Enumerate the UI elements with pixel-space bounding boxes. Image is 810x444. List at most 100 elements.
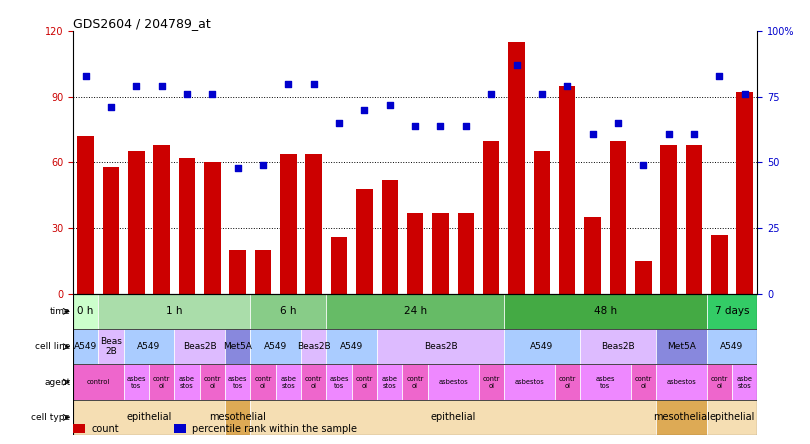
Bar — [73, 294, 98, 329]
Text: percentile rank within the sample: percentile rank within the sample — [193, 424, 357, 434]
Bar — [250, 365, 275, 400]
Point — [408, 122, 421, 129]
Text: contr
ol: contr ol — [254, 376, 271, 388]
Point — [181, 91, 194, 98]
Bar — [301, 329, 326, 365]
Point — [383, 101, 396, 108]
Bar — [73, 400, 225, 435]
Text: cell type: cell type — [32, 413, 70, 422]
Bar — [635, 261, 651, 294]
Bar — [174, 365, 199, 400]
Text: asbes
tos: asbes tos — [595, 376, 615, 388]
Bar — [555, 365, 580, 400]
Text: asbes
tos: asbes tos — [228, 376, 247, 388]
Text: A549: A549 — [264, 342, 288, 351]
Text: Beas2B: Beas2B — [297, 342, 330, 351]
Bar — [98, 294, 250, 329]
Bar — [174, 329, 225, 365]
Bar — [631, 365, 656, 400]
Text: 7 days: 7 days — [714, 306, 749, 317]
Bar — [504, 329, 580, 365]
Bar — [326, 329, 377, 365]
Bar — [706, 294, 757, 329]
Bar — [407, 213, 424, 294]
Point — [662, 130, 675, 137]
Bar — [580, 365, 631, 400]
Text: asbe
stos: asbe stos — [382, 376, 398, 388]
Bar — [225, 329, 250, 365]
Point — [307, 80, 320, 87]
Bar — [706, 400, 757, 435]
Point — [257, 162, 270, 169]
Text: epithelial: epithelial — [430, 412, 475, 422]
Text: Met5A: Met5A — [667, 342, 696, 351]
Point — [637, 162, 650, 169]
Text: contr
ol: contr ol — [634, 376, 652, 388]
Text: control: control — [87, 379, 110, 385]
Point — [688, 130, 701, 137]
Bar — [199, 365, 225, 400]
Text: contr
ol: contr ol — [203, 376, 221, 388]
Bar — [77, 136, 94, 294]
Bar — [377, 329, 504, 365]
Bar — [483, 140, 500, 294]
Bar — [250, 400, 656, 435]
Bar — [356, 189, 373, 294]
Point — [612, 119, 625, 127]
Bar — [174, 424, 186, 433]
Text: mesothelial: mesothelial — [209, 412, 266, 422]
Bar — [706, 329, 757, 365]
Bar — [428, 365, 479, 400]
Bar — [504, 365, 555, 400]
Bar — [98, 329, 124, 365]
Point — [104, 104, 117, 111]
Bar — [255, 250, 271, 294]
Text: 0 h: 0 h — [78, 306, 94, 317]
Text: Beas2B: Beas2B — [424, 342, 458, 351]
Point — [130, 83, 143, 90]
Bar — [559, 86, 575, 294]
Point — [333, 119, 346, 127]
Text: Beas2B: Beas2B — [601, 342, 635, 351]
Bar — [580, 329, 656, 365]
Bar — [73, 329, 98, 365]
Text: contr
ol: contr ol — [356, 376, 373, 388]
Point — [434, 122, 447, 129]
Bar — [305, 154, 322, 294]
Point — [231, 164, 244, 171]
Text: contr
ol: contr ol — [407, 376, 424, 388]
Bar — [504, 294, 706, 329]
Bar — [326, 365, 352, 400]
Bar — [301, 365, 326, 400]
Bar — [73, 424, 85, 433]
Text: GDS2604 / 204789_at: GDS2604 / 204789_at — [73, 17, 211, 30]
Bar — [153, 145, 170, 294]
Text: asbe
stos: asbe stos — [179, 376, 195, 388]
Point — [586, 130, 599, 137]
Text: A549: A549 — [531, 342, 553, 351]
Text: asbe
stos: asbe stos — [280, 376, 296, 388]
Bar — [326, 294, 504, 329]
Text: mesothelial: mesothelial — [653, 412, 710, 422]
Text: asbestos: asbestos — [438, 379, 468, 385]
Bar — [534, 151, 550, 294]
Bar — [660, 145, 677, 294]
Text: time: time — [49, 307, 70, 316]
Text: epithelial: epithelial — [126, 412, 172, 422]
Bar — [128, 151, 144, 294]
Text: contr
ol: contr ol — [305, 376, 322, 388]
Text: epithelial: epithelial — [710, 412, 755, 422]
Bar — [656, 329, 706, 365]
Bar — [584, 217, 601, 294]
Point — [206, 91, 219, 98]
Text: asbestos: asbestos — [514, 379, 544, 385]
Text: 24 h: 24 h — [403, 306, 427, 317]
Point — [738, 91, 751, 98]
Bar — [204, 163, 220, 294]
Text: 6 h: 6 h — [280, 306, 296, 317]
Text: Met5A: Met5A — [224, 342, 252, 351]
Text: Beas
2B: Beas 2B — [100, 337, 122, 357]
Point — [561, 83, 573, 90]
Text: asbes
tos: asbes tos — [330, 376, 349, 388]
Bar — [225, 365, 250, 400]
